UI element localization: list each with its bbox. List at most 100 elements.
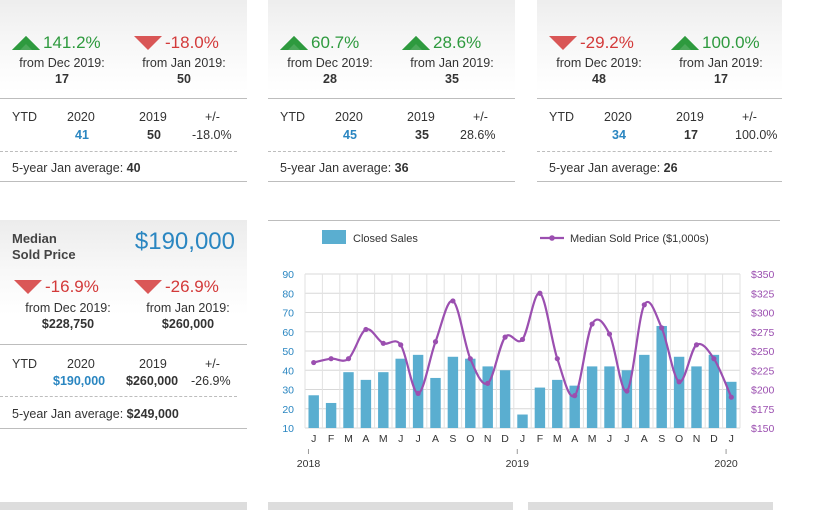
right-tick-label: $325 [751, 288, 775, 300]
ytd-value-plusminus: 28.6% [460, 128, 496, 142]
left-tick-label: 80 [282, 288, 294, 300]
arrow-up-icon [280, 36, 308, 50]
from-label: from Dec 2019: [287, 56, 373, 70]
bar-closed-sales [447, 356, 459, 428]
ytd-value-2020: $190,000 [53, 374, 106, 388]
month-label: S [658, 433, 665, 445]
from-value: $228,750 [41, 317, 95, 331]
ytd-value-2019: 50 [147, 128, 161, 142]
month-label: O [466, 433, 474, 445]
stat-card: 41 141.2% from Dec 2019: 17 -18.0% from Jan 2… [0, 0, 247, 182]
ytd-label: YTD [12, 110, 37, 124]
from-value: 17 [714, 72, 728, 86]
month-label: D [710, 433, 718, 445]
left-tick-label: 40 [282, 365, 294, 377]
median-price-point [693, 342, 700, 348]
five-year-average: 5-year Jan average: 26 [549, 161, 678, 175]
big-value: 34 [739, 0, 768, 5]
ytd-col-plusminus: +/- [205, 110, 220, 124]
month-label: M [588, 433, 597, 445]
change-percent: -26.9% [165, 277, 219, 296]
median-price-point [641, 302, 647, 308]
card-title: Median Sold Price [12, 231, 76, 263]
month-label: M [344, 433, 353, 445]
dashed-divider [537, 151, 772, 152]
from-label: from Dec 2019: [19, 56, 105, 70]
change-from: from Jan 2019: 35 [396, 55, 508, 87]
ytd-col-2019: 2019 [139, 357, 167, 371]
stat-card: 45 60.7% from Dec 2019: 28 28.6% from Jan 201… [268, 0, 515, 182]
arrow-down-icon [134, 36, 162, 50]
chart-panel: 10 20 30 40 50 60 70 80 90 $150 $175 $200 $225 $250 $2… [268, 220, 780, 478]
right-tick-label: $225 [751, 365, 775, 377]
median-price-point [728, 394, 734, 400]
month-label: J [311, 433, 316, 445]
change-percent: 100.0% [702, 33, 760, 52]
avg-label: 5-year Jan average: [280, 161, 392, 175]
median-price-point [467, 356, 473, 362]
median-price-point [624, 388, 630, 394]
from-value: 35 [445, 72, 459, 86]
ytd-value-2019: 17 [684, 128, 698, 142]
median-price-point [398, 342, 404, 348]
ytd-value-2020: 41 [75, 128, 89, 142]
change-from: from Dec 2019: 17 [6, 55, 118, 87]
card-header [0, 220, 247, 315]
arrow-down-icon [549, 36, 577, 50]
median-price-point [363, 326, 369, 333]
chart-top-border [268, 220, 780, 221]
right-tick-label: $175 [751, 404, 775, 416]
median-price-point [572, 393, 578, 399]
bar-closed-sales [482, 366, 493, 428]
dashed-divider [0, 151, 237, 152]
median-price-point [380, 340, 386, 346]
bar-closed-sales [726, 381, 737, 428]
month-label: D [501, 433, 509, 445]
bar-closed-sales [499, 370, 511, 428]
month-label: A [432, 433, 439, 445]
bar-closed-sales [325, 402, 337, 428]
change-indicator: -18.0% [134, 33, 219, 53]
change-from: from Jan 2019: 17 [665, 55, 777, 87]
five-year-average: 5-year Jan average: $249,000 [12, 407, 179, 421]
right-tick-label: $150 [751, 423, 775, 435]
from-value: 50 [177, 72, 191, 86]
month-label: J [607, 433, 612, 445]
change-indicator: 60.7% [280, 33, 359, 53]
median-price-point [554, 356, 560, 362]
median-price-point [676, 379, 682, 385]
divider [0, 181, 247, 182]
median-price-point [311, 359, 317, 366]
change-from: from Dec 2019: $228,750 [12, 300, 124, 332]
left-tick-label: 90 [282, 269, 294, 281]
right-tick-label: $250 [751, 346, 775, 358]
avg-value: 26 [663, 161, 678, 175]
from-label: from Jan 2019: [679, 56, 763, 70]
avg-label: 5-year Jan average: [12, 161, 124, 175]
avg-value: 40 [126, 161, 141, 175]
month-label: O [675, 433, 683, 445]
from-label: from Jan 2019: [410, 56, 494, 70]
bar-closed-sales [360, 379, 372, 428]
month-label: J [520, 433, 525, 445]
year-label: 2020 [714, 458, 738, 470]
median-sold-price-card: Median Sold Price $190,000 -16.9% from De… [0, 220, 247, 430]
bar-closed-sales [378, 372, 389, 428]
change-indicator: 100.0% [671, 33, 760, 53]
left-tick-label: 20 [282, 404, 294, 416]
bottom-card-header-1 [0, 502, 247, 510]
median-price-point [606, 331, 613, 337]
month-label: J [398, 433, 403, 445]
arrow-up-icon [12, 36, 40, 50]
from-value: 28 [323, 72, 337, 86]
ytd-label: YTD [549, 110, 574, 124]
month-label: J [729, 433, 734, 445]
legend-label-median-price: Median Sold Price ($1,000s) [570, 233, 709, 245]
change-percent: -18.0% [165, 33, 219, 52]
month-label: F [328, 433, 334, 445]
card-title-line1: Median [12, 231, 57, 246]
median-price-point [519, 336, 526, 343]
month-label: A [571, 433, 578, 445]
month-label: N [693, 433, 701, 445]
stat-card: 34 -29.2% from Dec 2019: 48 100.0% from Jan 2… [537, 0, 782, 182]
